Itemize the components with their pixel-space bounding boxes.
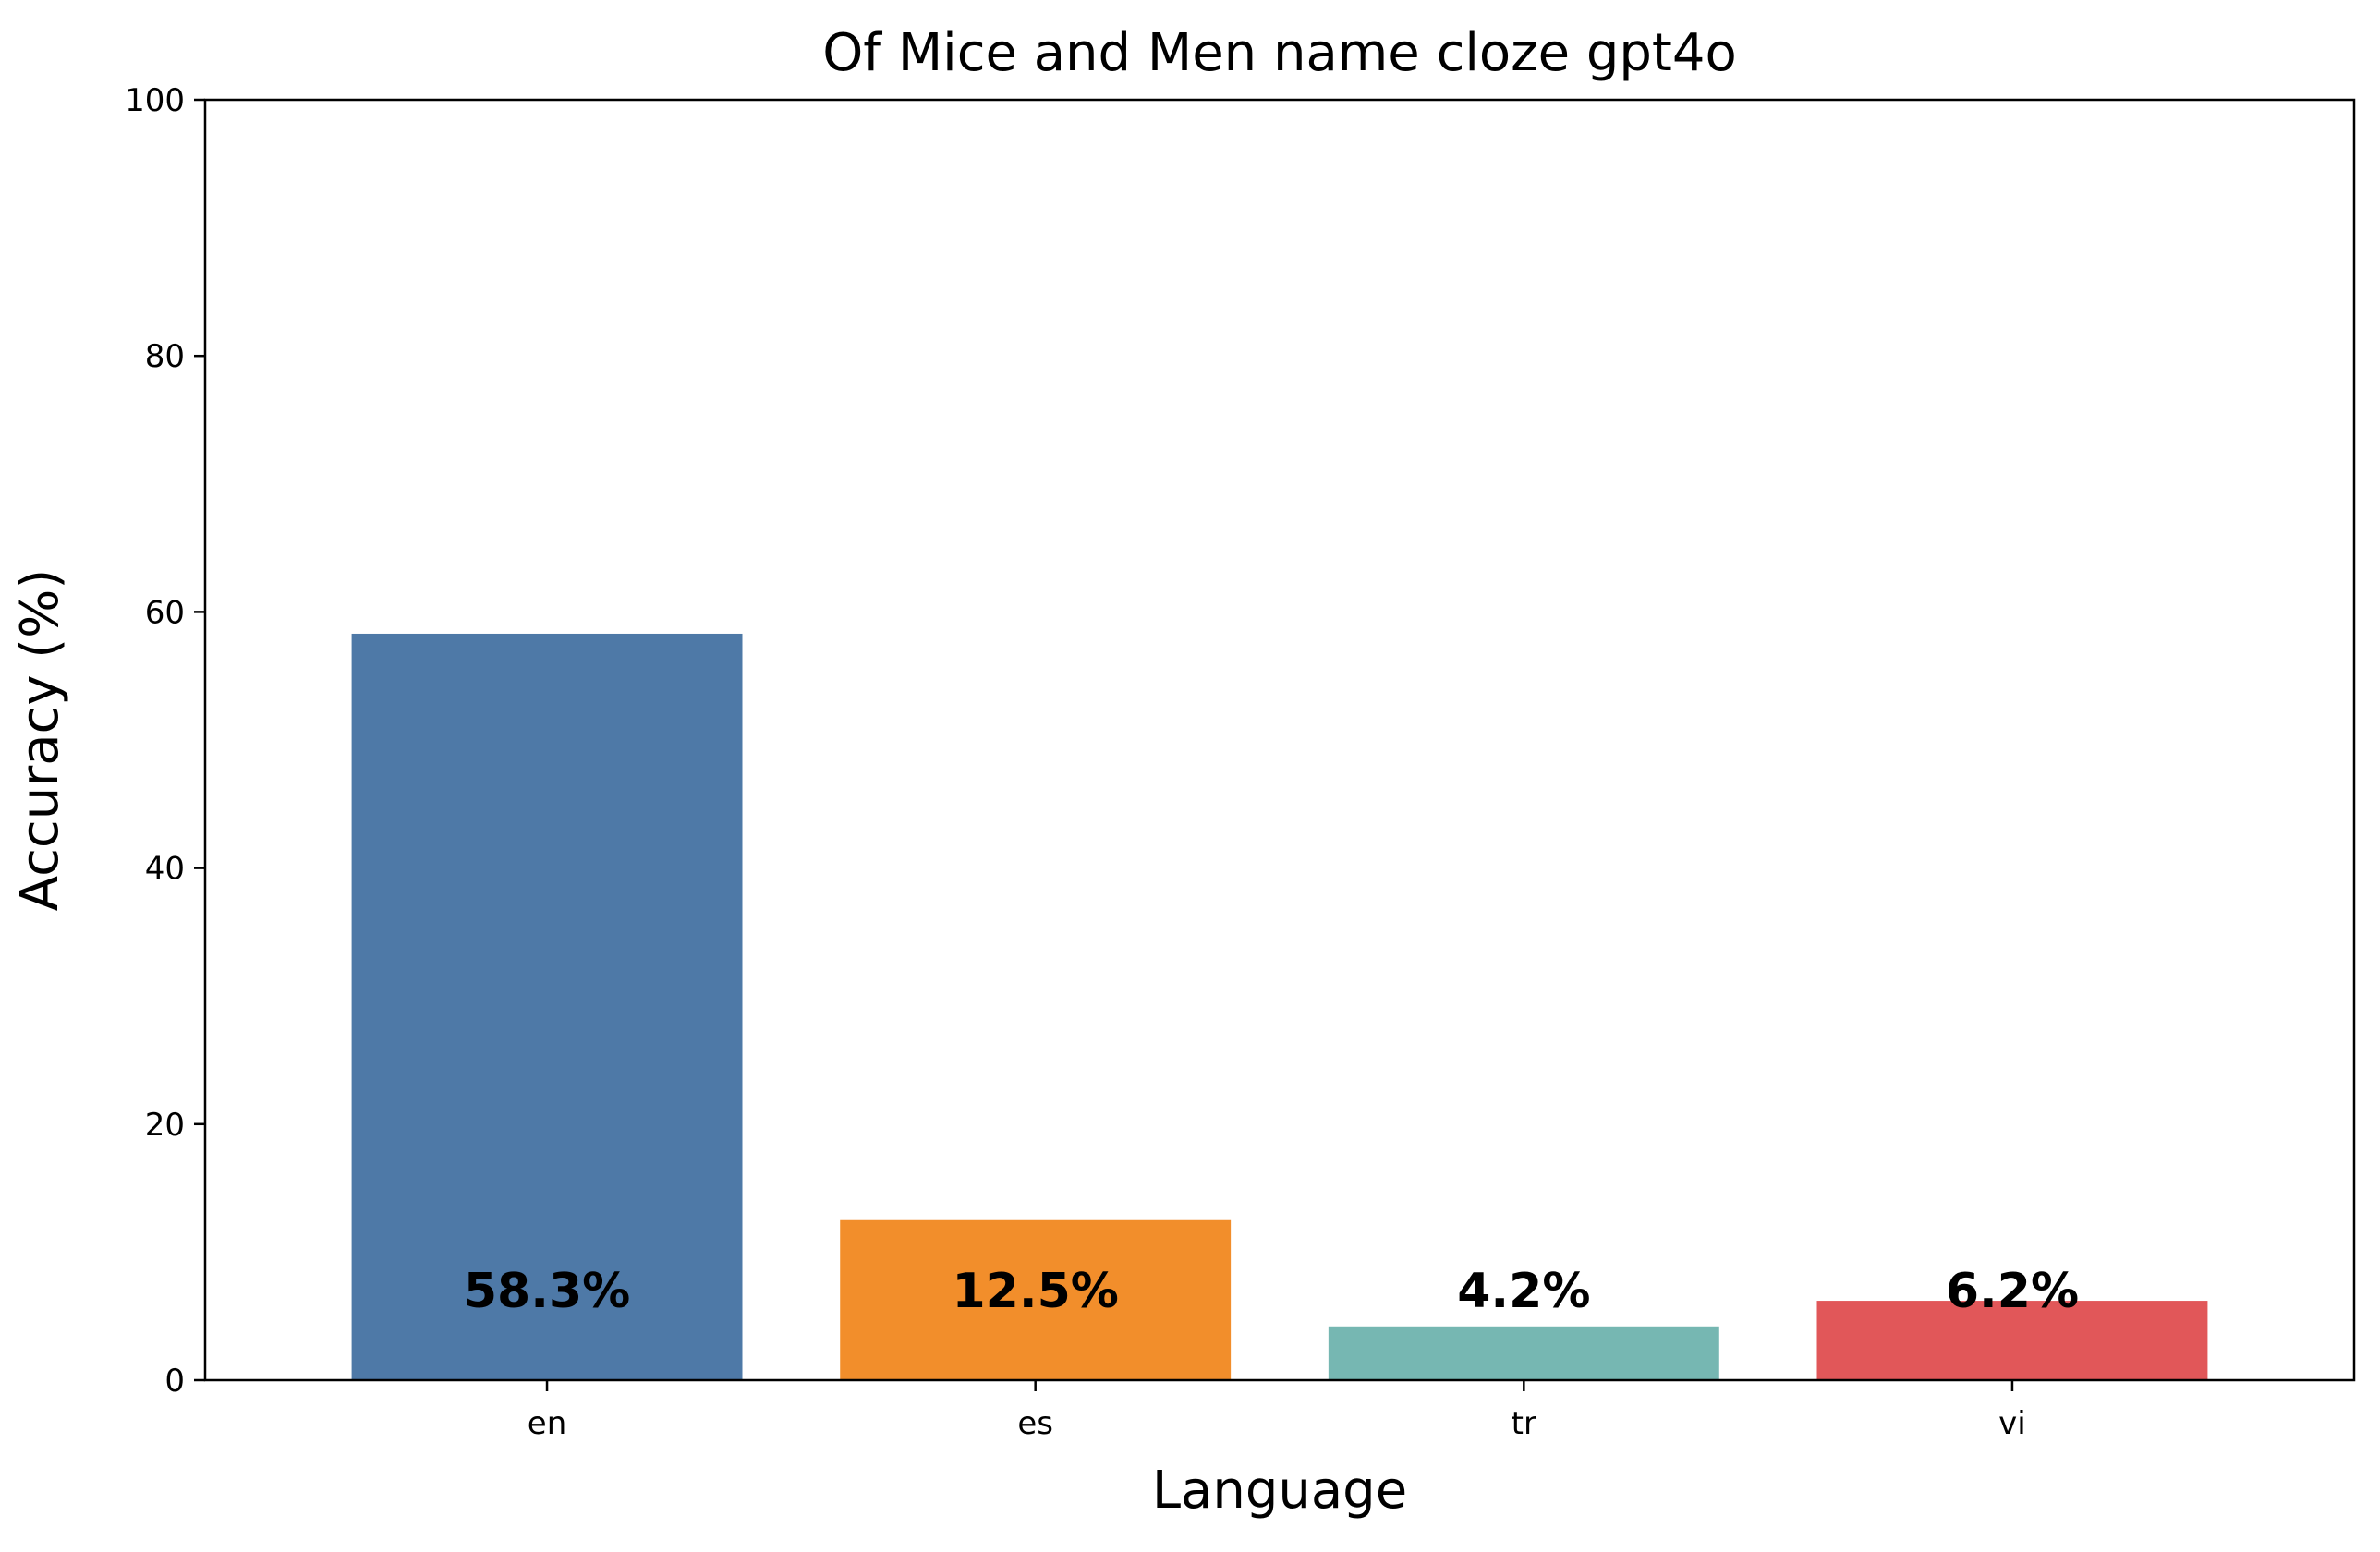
x-tick-label-en: en xyxy=(528,1405,566,1442)
y-axis-ticks: 0 20 40 60 80 100 xyxy=(125,82,205,1400)
y-tick-label-100: 100 xyxy=(125,82,185,119)
bar-vi xyxy=(1816,1301,2208,1380)
y-tick-label-40: 40 xyxy=(145,851,185,888)
x-tick-label-vi: vi xyxy=(1998,1405,2026,1442)
chart-title: Of Mice and Men name cloze gpt4o xyxy=(822,23,1737,83)
bars-layer xyxy=(351,633,2208,1380)
data-label-es: 12.5% xyxy=(952,1264,1118,1319)
x-axis-label: Language xyxy=(1152,1461,1407,1521)
bar-tr xyxy=(1328,1326,1719,1380)
x-tick-label-tr: tr xyxy=(1512,1405,1536,1442)
y-tick-label-80: 80 xyxy=(145,338,185,375)
y-tick-label-60: 60 xyxy=(145,594,185,631)
bar-en xyxy=(351,633,743,1380)
data-label-vi: 6.2% xyxy=(1946,1264,2079,1319)
data-label-tr: 4.2% xyxy=(1457,1264,1590,1319)
x-axis-ticks: en es tr vi xyxy=(528,1380,2026,1442)
y-axis-label: Accuracy (%) xyxy=(10,569,70,911)
y-tick-label-20: 20 xyxy=(145,1107,185,1144)
data-labels-layer: 58.3% 12.5% 4.2% 6.2% xyxy=(464,1264,2079,1319)
y-tick-label-0: 0 xyxy=(164,1363,185,1400)
data-label-en: 58.3% xyxy=(464,1264,630,1319)
x-tick-label-es: es xyxy=(1017,1405,1053,1442)
bar-es xyxy=(840,1219,1232,1380)
plot-frame xyxy=(203,98,2356,1382)
